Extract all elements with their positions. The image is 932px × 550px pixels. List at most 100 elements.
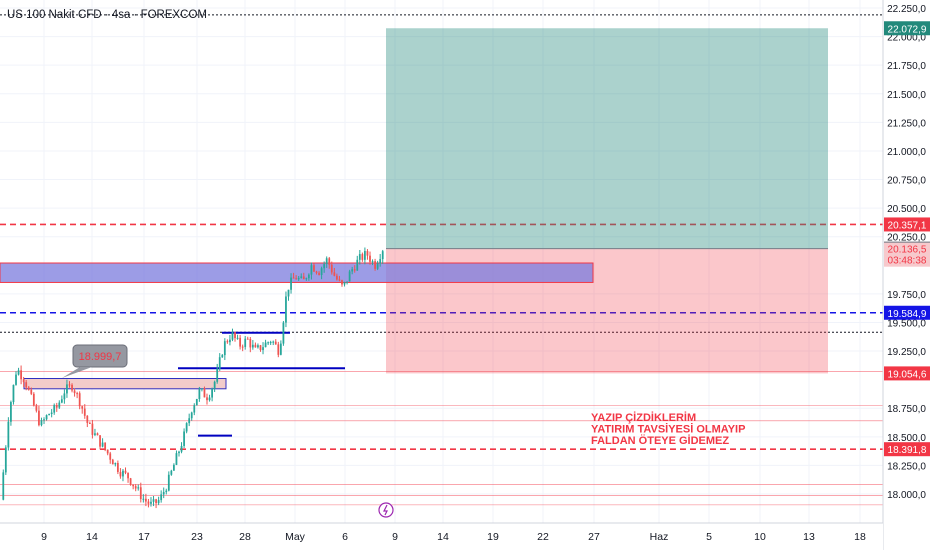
candle-body (35, 405, 38, 411)
price-badge-label: 22.072,9 (888, 24, 927, 35)
price-tick-label: 22.250,0 (887, 4, 926, 15)
annotation-line: YAZIP ÇİZDİKLERİM (591, 411, 696, 424)
candle-body (60, 399, 63, 403)
time-tick-label: 9 (392, 531, 398, 543)
candle-body (246, 338, 249, 340)
candle-body (300, 276, 303, 278)
price-tick-label: 21.500,0 (887, 90, 926, 101)
candle-body (160, 494, 163, 501)
long-position-tool[interactable] (386, 28, 828, 374)
candle-body (198, 389, 201, 400)
alert-circle[interactable] (378, 502, 394, 518)
candle-body (287, 289, 290, 297)
candle-body (315, 271, 318, 273)
candle-body (369, 255, 371, 262)
candle-body (10, 402, 12, 422)
candle-body (193, 405, 196, 413)
candle-body (53, 405, 56, 413)
candle-body (129, 478, 132, 485)
supply-zone-box[interactable] (0, 262, 594, 283)
candle-body (45, 415, 48, 420)
time-tick-label: 22 (537, 531, 549, 543)
candle-body (165, 490, 168, 493)
candle-body (32, 393, 35, 406)
candle-body (4, 447, 7, 473)
candle-body (134, 486, 137, 489)
price-tick-label: 19.250,0 (887, 347, 926, 358)
price-tick-label: 19.500,0 (887, 318, 926, 329)
alert-icon[interactable] (378, 502, 394, 518)
candle-body (48, 414, 51, 416)
time-tick-label: 27 (588, 531, 600, 543)
candle-body (295, 278, 298, 280)
candle-body (310, 265, 313, 275)
symbol-title[interactable]: US 100 Nakit CFD · 4sa · FOREXCOM (7, 9, 207, 21)
candle-body (221, 355, 224, 358)
candle-body (50, 412, 53, 415)
candle-body (307, 274, 310, 279)
candle-body (96, 433, 99, 436)
callout-box[interactable] (72, 344, 128, 368)
candle-body (104, 442, 107, 450)
time-axis-panel[interactable] (0, 523, 883, 550)
candle-body (81, 406, 84, 409)
candles (2, 247, 384, 509)
candle-body (144, 498, 147, 502)
candle-body (147, 501, 150, 504)
candle-body (251, 344, 254, 348)
candle-body (83, 408, 86, 416)
candle-body (376, 263, 379, 269)
candle-body (318, 272, 320, 275)
candle-body (38, 410, 40, 426)
candle-body (211, 388, 213, 398)
price-badge-label: 20.136,5 (888, 245, 927, 256)
candle-body (282, 322, 285, 344)
candle-body (183, 431, 185, 446)
candle-body (7, 421, 10, 448)
candle-body (229, 339, 231, 343)
candle-body (27, 387, 30, 390)
candle-body (167, 474, 170, 491)
price-tick-label: 19.750,0 (887, 290, 926, 301)
candle-body (185, 423, 188, 432)
candle-body (234, 332, 236, 339)
candle-body (290, 277, 292, 290)
candle-body (91, 423, 94, 435)
candle-body (132, 484, 135, 487)
candle-body (170, 470, 173, 475)
candle-body (157, 500, 160, 504)
candle-body (150, 501, 152, 504)
candle-body (63, 393, 66, 400)
candle-body (236, 337, 239, 339)
candle-body (73, 390, 76, 394)
candle-body (239, 337, 242, 347)
candle-body (55, 405, 58, 408)
position-profit-area[interactable] (386, 28, 828, 249)
candle-body (152, 499, 155, 502)
price-tick-label: 20.750,0 (887, 176, 926, 187)
price-axis-panel[interactable] (883, 0, 932, 550)
candle-body (99, 435, 101, 447)
candle-body (124, 470, 127, 473)
candle-body (76, 393, 79, 395)
candle-body (264, 342, 267, 348)
candle-body (2, 472, 5, 500)
time-tick-label: 6 (342, 531, 348, 543)
candle-body (254, 344, 257, 348)
demand-zone-box[interactable] (23, 378, 227, 390)
candle-body (371, 261, 374, 263)
price-callout[interactable]: 18.999,7 (62, 344, 128, 378)
candle-body (78, 393, 81, 407)
time-tick-label: 14 (86, 531, 98, 543)
supply-demand-zones[interactable] (0, 262, 594, 390)
time-tick-label: 17 (138, 531, 150, 543)
candle-body (15, 374, 17, 385)
time-tick-label: 18 (854, 531, 866, 543)
candle-body (203, 388, 206, 398)
candle-body (68, 384, 71, 386)
candle-body (43, 419, 45, 421)
candle-body (338, 279, 341, 281)
candle-body (40, 420, 43, 426)
